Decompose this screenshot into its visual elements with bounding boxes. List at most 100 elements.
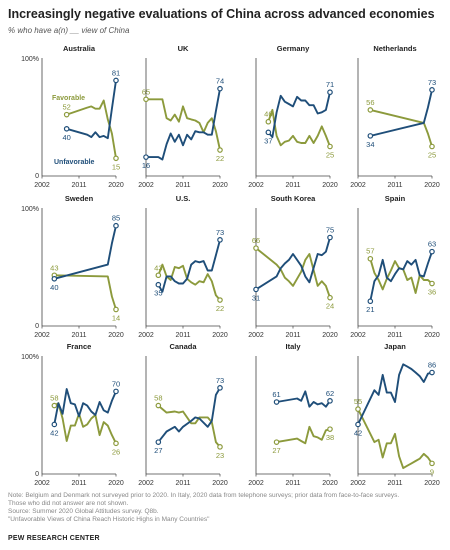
unfavorable-end-marker: [327, 398, 333, 404]
chart-title: Increasingly negative evaluations of Chi…: [8, 7, 435, 21]
x-tick-label: 2020: [424, 332, 440, 339]
x-tick-label: 2020: [108, 182, 124, 189]
favorable-end-marker: [429, 143, 435, 150]
x-tick-label: 2011: [387, 182, 402, 189]
favorable-end-marker: [113, 306, 119, 313]
favorable-end-label: 25: [428, 151, 436, 160]
panel-title-germany: Germany: [277, 44, 310, 53]
x-tick-label: 2002: [248, 332, 264, 339]
y-tick-label-bottom: 0: [35, 323, 39, 330]
favorable-start-marker: [367, 107, 374, 113]
x-tick-label: 2020: [424, 480, 440, 487]
unfavorable-line-canada: [157, 387, 221, 443]
unfavorable-end-label: 74: [216, 77, 224, 86]
favorable-end-marker: [217, 147, 223, 153]
unfavorable-start-marker: [63, 126, 70, 132]
unfavorable-start-label: 42: [50, 428, 58, 437]
x-tick-label: 2002: [138, 480, 154, 487]
unfavorable-end-label: 86: [428, 361, 436, 370]
favorable-start-label: 65: [142, 87, 150, 96]
panel-title-south-korea: South Korea: [271, 194, 316, 203]
legend-unfavorable: Unfavorable: [54, 159, 95, 166]
unfavorable-start-marker: [367, 133, 374, 139]
x-tick-label: 2002: [248, 480, 264, 487]
unfavorable-start-marker: [51, 421, 58, 428]
unfavorable-end-label: 62: [326, 389, 334, 398]
panel-title-uk: UK: [178, 44, 189, 53]
favorable-start-marker: [265, 118, 272, 125]
unfavorable-line-u-s: [157, 239, 221, 293]
favorable-end-label: 22: [216, 154, 224, 163]
unfavorable-line-germany: [267, 91, 331, 139]
x-tick-label: 2002: [350, 480, 366, 487]
x-tick-label: 2011: [71, 182, 86, 189]
favorable-start-label: 46: [264, 110, 272, 119]
x-tick-label: 2011: [71, 332, 86, 339]
x-tick-label: 2011: [175, 332, 190, 339]
unfavorable-end-label: 73: [428, 78, 436, 87]
favorable-start-marker: [51, 402, 58, 409]
favorable-start-marker: [155, 402, 162, 409]
favorable-line-france: [53, 402, 117, 444]
unfavorable-end-label: 73: [216, 228, 224, 237]
unfavorable-start-label: 16: [142, 161, 150, 170]
favorable-end-label: 24: [326, 302, 334, 311]
x-tick-label: 2011: [285, 480, 300, 487]
panel-title-u-s: U.S.: [176, 194, 191, 203]
unfavorable-start-marker: [273, 399, 280, 405]
x-tick-label: 2011: [285, 182, 300, 189]
legend-favorable: Favorable: [52, 95, 85, 102]
unfavorable-end-marker: [327, 234, 333, 241]
unfavorable-end-marker: [113, 222, 119, 229]
unfavorable-start-marker: [265, 129, 272, 136]
y-tick-label-bottom: 0: [35, 471, 39, 478]
panel-title-spain: Spain: [385, 194, 406, 203]
unfavorable-start-label: 37: [264, 136, 272, 145]
favorable-end-marker: [327, 426, 333, 432]
favorable-start-label: 58: [50, 394, 58, 403]
favorable-end-marker: [429, 280, 435, 287]
panel-title-canada: Canada: [169, 342, 197, 351]
unfavorable-start-marker: [155, 439, 162, 445]
unfavorable-line-france: [53, 388, 117, 425]
favorable-end-marker: [113, 440, 119, 447]
unfavorable-end-label: 75: [326, 226, 334, 235]
notes-block: Note: Belgium and Denmark not surveyed p…: [8, 492, 444, 524]
x-tick-label: 2002: [138, 182, 154, 189]
favorable-start-label: 57: [366, 247, 374, 256]
y-tick-label-top: 100%: [21, 354, 39, 361]
small-multiples-chart: Australia 2002 2011 2020 100% 0 40 52 81 15 Favora…: [21, 44, 440, 487]
unfavorable-end-marker: [113, 388, 119, 395]
unfavorable-end-marker: [217, 385, 223, 391]
favorable-start-marker: [63, 111, 70, 118]
favorable-line-netherlands: [370, 108, 433, 147]
unfavorable-end-label: 70: [112, 379, 120, 388]
unfavorable-line-australia: [66, 80, 117, 140]
pew-logo-text: PEW RESEARCH CENTER: [8, 535, 100, 542]
x-tick-label: 2002: [34, 332, 50, 339]
panel-title-france: France: [67, 342, 92, 351]
x-tick-label: 2011: [71, 480, 86, 487]
x-tick-label: 2011: [175, 480, 190, 487]
unfavorable-start-marker: [51, 275, 58, 282]
unfavorable-start-label: 31: [252, 293, 260, 302]
panel-title-netherlands: Netherlands: [373, 44, 416, 53]
x-tick-label: 2020: [322, 182, 338, 189]
favorable-end-marker: [113, 155, 119, 162]
x-tick-label: 2002: [248, 182, 264, 189]
favorable-end-label: 15: [112, 162, 120, 171]
unfavorable-start-label: 34: [366, 140, 374, 149]
unfavorable-line-sweden: [54, 225, 117, 280]
favorable-start-label: 55: [354, 397, 362, 406]
favorable-end-label: 38: [326, 433, 334, 442]
favorable-end-marker: [429, 460, 435, 467]
panel-title-italy: Italy: [285, 342, 301, 351]
unfavorable-start-marker: [367, 298, 374, 305]
favorable-start-marker: [355, 406, 361, 412]
unfavorable-end-marker: [217, 85, 223, 92]
report-title-line: "Unfavorable Views of China Reach Histor…: [8, 516, 210, 523]
unfavorable-line-japan: [357, 363, 433, 425]
favorable-end-marker: [327, 294, 333, 301]
favorable-end-marker: [327, 143, 333, 150]
unfavorable-end-label: 81: [112, 68, 120, 77]
